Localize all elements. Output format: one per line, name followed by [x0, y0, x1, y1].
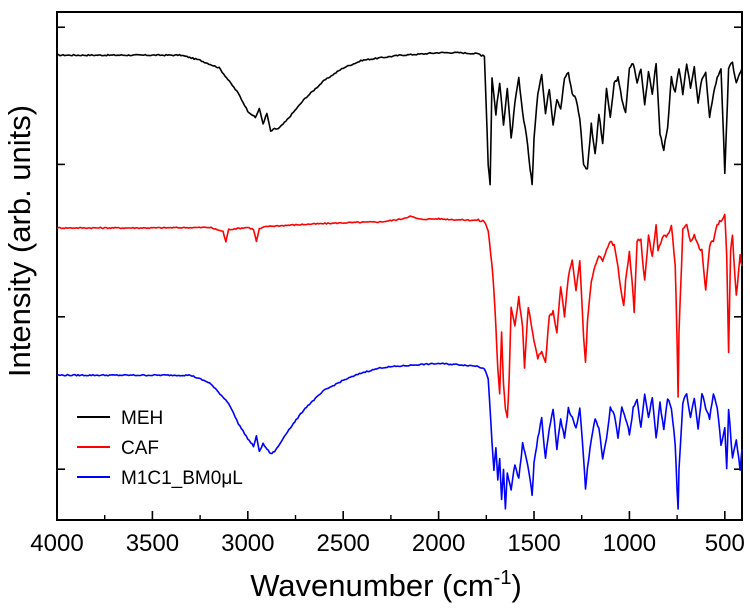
- x-tick-label: 3000: [221, 530, 274, 557]
- legend-label: CAF: [121, 438, 159, 459]
- x-tick-label: 2000: [412, 530, 465, 557]
- series-line-m1c1-bm0-l: [56, 362, 743, 510]
- legend-label: MEH: [121, 408, 163, 429]
- x-tick-label: 4000: [30, 530, 83, 557]
- x-axis-label-main: Wavenumber (cm: [250, 568, 493, 603]
- x-axis-ticks: 4000 3500 3000 2500 2000 1500 1000 500: [30, 511, 745, 557]
- legend: MEH CAF M1C1_BM0μL: [77, 408, 243, 489]
- x-axis-label-superscript: -1: [494, 567, 512, 589]
- x-tick-label: 500: [705, 530, 745, 557]
- series-line-caf: [56, 213, 743, 419]
- legend-label: M1C1_BM0μL: [121, 468, 243, 489]
- x-axis-label-tail: ): [511, 568, 521, 603]
- y-axis-label: Intensity (arb. units): [2, 105, 37, 377]
- x-tick-label: 1500: [507, 530, 560, 557]
- x-tick-label: 1000: [603, 530, 656, 557]
- series-line-meh: [56, 51, 743, 186]
- x-tick-label: 3500: [126, 530, 179, 557]
- x-axis-label: Wavenumber (cm-1): [250, 567, 522, 603]
- x-tick-label: 2500: [317, 530, 370, 557]
- series-layer: [56, 51, 743, 510]
- y-axis-ticks: [57, 26, 742, 471]
- plot-frame: [56, 11, 743, 521]
